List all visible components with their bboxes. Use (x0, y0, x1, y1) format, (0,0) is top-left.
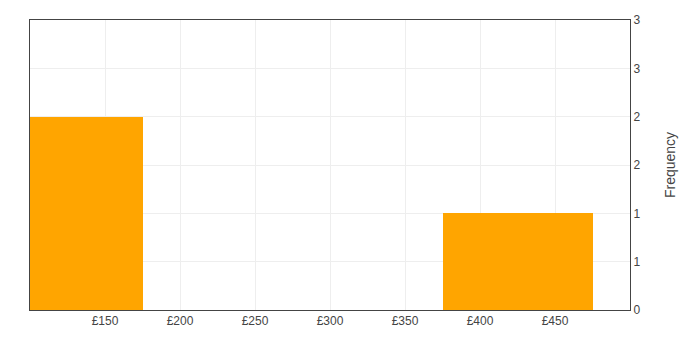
svg-text:3: 3 (633, 62, 640, 76)
svg-text:£300: £300 (317, 314, 344, 328)
svg-text:£200: £200 (167, 314, 194, 328)
svg-text:2: 2 (633, 158, 640, 172)
svg-text:£450: £450 (542, 314, 569, 328)
svg-text:Frequency: Frequency (662, 132, 678, 198)
svg-text:£250: £250 (242, 314, 269, 328)
svg-text:3: 3 (633, 13, 640, 27)
svg-text:£150: £150 (92, 314, 119, 328)
svg-text:2: 2 (633, 110, 640, 124)
svg-text:0: 0 (633, 303, 640, 317)
svg-text:1: 1 (633, 207, 640, 221)
svg-text:£350: £350 (392, 314, 419, 328)
svg-text:1: 1 (633, 255, 640, 269)
svg-text:£400: £400 (467, 314, 494, 328)
